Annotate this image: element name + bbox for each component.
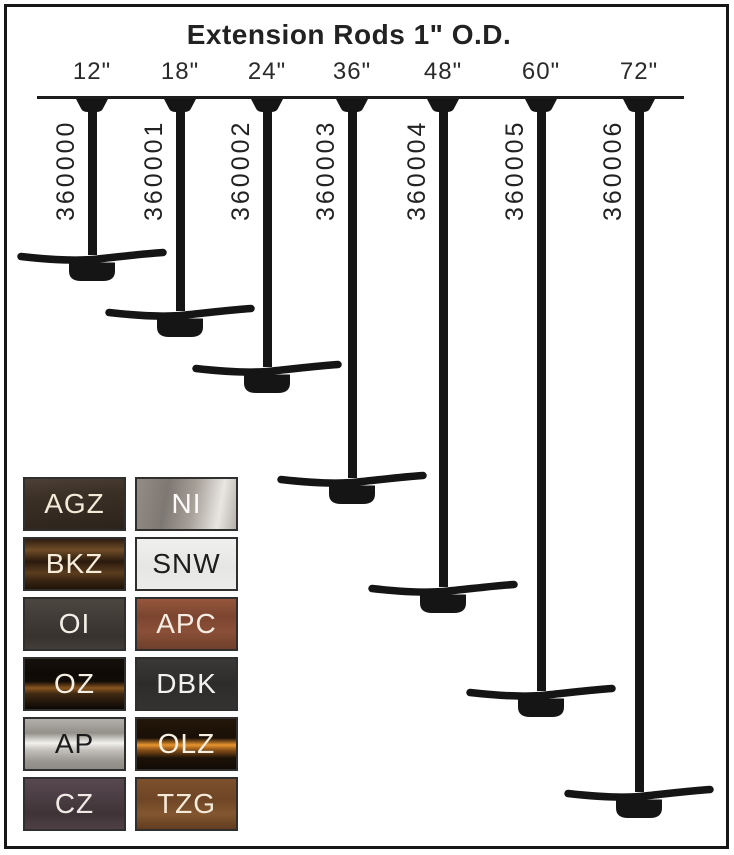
ceiling-fan-icon <box>277 471 427 504</box>
finish-swatch-ni: NI <box>135 477 238 531</box>
rod-line <box>634 100 644 792</box>
finish-code-label: TZG <box>157 788 216 819</box>
rod-part-number: 360004 <box>403 119 431 221</box>
finish-code-label: OZ <box>54 668 95 699</box>
finish-swatch-agz: AGZ <box>23 477 126 531</box>
rod-length-label: 72" <box>619 58 659 85</box>
rod-part-number: 360005 <box>501 119 529 221</box>
rod-part-number: 360002 <box>227 119 255 221</box>
finish-code-label: OLZ <box>157 728 216 759</box>
finish-code-label: BKZ <box>45 548 104 579</box>
ceiling-line <box>37 96 684 99</box>
ceiling-fan-icon <box>368 580 518 613</box>
rod-line <box>347 100 357 478</box>
ceiling-fan-icon <box>564 785 714 818</box>
finish-swatch-snw: SNW <box>135 537 238 591</box>
rod-line <box>536 100 546 691</box>
finish-swatch-apc: APC <box>135 597 238 651</box>
finish-swatch-oi: OI <box>23 597 126 651</box>
finish-swatch-tzg: TZG <box>135 777 238 831</box>
rod-part-number: 360003 <box>312 119 340 221</box>
finish-code-label: AP <box>54 728 95 759</box>
rod-length-label: 18" <box>160 58 200 85</box>
rod-part-number: 360000 <box>52 119 80 221</box>
ceiling-fan-icon <box>105 304 255 337</box>
rod-line <box>262 100 272 367</box>
finish-swatch-dbk: DBK <box>135 657 238 711</box>
rod-part-number: 360006 <box>599 119 627 221</box>
finish-code-label: APC <box>156 608 217 639</box>
finish-swatch-cz: CZ <box>23 777 126 831</box>
ceiling-fan-icon <box>17 248 167 281</box>
finish-code-label: SNW <box>152 548 221 579</box>
ceiling-fan-icon <box>192 360 342 393</box>
finish-code-label: CZ <box>54 788 95 819</box>
rod-length-label: 48" <box>423 58 463 85</box>
page-title: Extension Rods 1" O.D. <box>186 19 512 50</box>
ceiling-fan-icon <box>466 684 616 717</box>
finish-swatch-oz: OZ <box>23 657 126 711</box>
finish-swatch-ap: AP <box>23 717 126 771</box>
rod-length-label: 24" <box>247 58 287 85</box>
rod-line <box>438 100 448 587</box>
finish-code-label: NI <box>171 488 202 519</box>
rod-length-label: 60" <box>521 58 561 85</box>
finish-code-label: AGZ <box>44 488 105 519</box>
finish-code-label: DBK <box>156 668 217 699</box>
finish-swatch-bkz: BKZ <box>23 537 126 591</box>
finish-swatch-olz: OLZ <box>135 717 238 771</box>
rod-line <box>175 100 185 311</box>
rod-length-label: 36" <box>332 58 372 85</box>
rod-length-label: 12" <box>72 58 112 85</box>
rod-line <box>87 100 97 255</box>
rod-part-number: 360001 <box>140 119 168 221</box>
finish-code-label: OI <box>58 608 91 639</box>
finish-swatch-grid: AGZ NI BKZ SNW OI APC OZ DBK AP OLZ CZ T… <box>23 477 238 831</box>
